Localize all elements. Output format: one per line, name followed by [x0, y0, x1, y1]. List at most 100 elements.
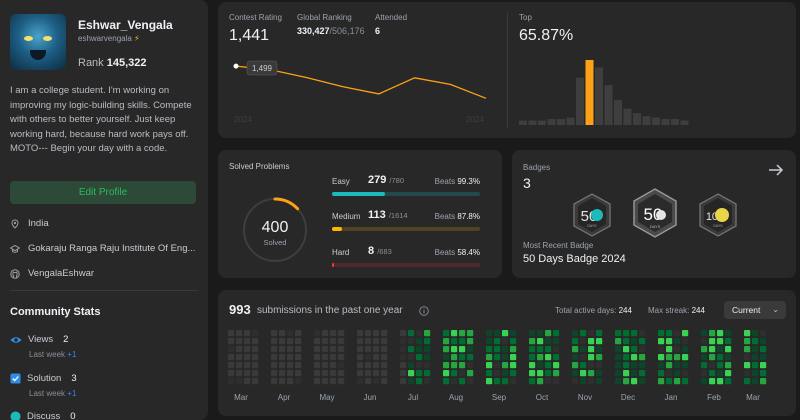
heatmap-cell[interactable] [365, 370, 372, 377]
heatmap-cell[interactable] [322, 378, 329, 385]
heatmap-cell[interactable] [596, 346, 603, 353]
heatmap-cell[interactable] [373, 338, 380, 345]
heatmap-cell[interactable] [400, 330, 407, 337]
heatmap-cell[interactable] [725, 330, 732, 337]
heatmap-cell[interactable] [228, 378, 235, 385]
heatmap-cell[interactable] [236, 378, 243, 385]
heatmap-cell[interactable] [701, 346, 708, 353]
heatmap-cell[interactable] [572, 362, 579, 369]
heatmap-cell[interactable] [228, 354, 235, 361]
heatmap-cell[interactable] [287, 354, 294, 361]
heatmap-cell[interactable] [674, 378, 681, 385]
heatmap-cell[interactable] [709, 354, 716, 361]
heatmap-cell[interactable] [725, 346, 732, 353]
heatmap-cell[interactable] [314, 370, 321, 377]
heatmap-cell[interactable] [615, 330, 622, 337]
heatmap-cell[interactable] [752, 370, 759, 377]
heatmap-cell[interactable] [760, 338, 767, 345]
heatmap-cell[interactable] [486, 362, 493, 369]
heatmap-cell[interactable] [537, 330, 544, 337]
heatmap-cell[interactable] [537, 362, 544, 369]
heatmap-cell[interactable] [357, 378, 364, 385]
heatmap-cell[interactable] [682, 378, 689, 385]
heatmap-cell[interactable] [674, 354, 681, 361]
heatmap-cell[interactable] [486, 370, 493, 377]
heatmap-cell[interactable] [400, 338, 407, 345]
badge-50-days-2024-a[interactable]: 50 DAYS [572, 193, 612, 237]
heatmap-cell[interactable] [400, 378, 407, 385]
heatmap-cell[interactable] [709, 362, 716, 369]
heatmap-cell[interactable] [443, 354, 450, 361]
heatmap-cell[interactable] [615, 338, 622, 345]
heatmap-cell[interactable] [373, 354, 380, 361]
heatmap-cell[interactable] [443, 338, 450, 345]
heatmap-cell[interactable] [666, 362, 673, 369]
heatmap-cell[interactable] [400, 370, 407, 377]
heatmap-cell[interactable] [572, 378, 579, 385]
heatmap-cell[interactable] [424, 354, 431, 361]
heatmap-cell[interactable] [314, 330, 321, 337]
heatmap-cell[interactable] [658, 346, 665, 353]
heatmap-cell[interactable] [365, 378, 372, 385]
heatmap-cell[interactable] [287, 370, 294, 377]
heatmap-cell[interactable] [631, 378, 638, 385]
heatmap-cell[interactable] [682, 370, 689, 377]
heatmap-cell[interactable] [314, 362, 321, 369]
heatmap-cell[interactable] [322, 330, 329, 337]
heatmap-cell[interactable] [529, 346, 536, 353]
heatmap-cell[interactable] [459, 338, 466, 345]
heatmap-cell[interactable] [717, 378, 724, 385]
heatmap-cell[interactable] [666, 354, 673, 361]
heatmap-cell[interactable] [615, 370, 622, 377]
heatmap-cell[interactable] [752, 330, 759, 337]
heatmap-cell[interactable] [408, 354, 415, 361]
heatmap-cell[interactable] [615, 362, 622, 369]
heatmap-cell[interactable] [228, 338, 235, 345]
heatmap-cell[interactable] [701, 370, 708, 377]
heatmap-cell[interactable] [760, 378, 767, 385]
heatmap-cell[interactable] [467, 378, 474, 385]
heatmap-cell[interactable] [553, 354, 560, 361]
heatmap-cell[interactable] [236, 370, 243, 377]
heatmap-cell[interactable] [373, 346, 380, 353]
heatmap-cell[interactable] [467, 354, 474, 361]
heatmap-cell[interactable] [451, 338, 458, 345]
heatmap-cell[interactable] [365, 330, 372, 337]
heatmap-cell[interactable] [408, 330, 415, 337]
heatmap-cell[interactable] [709, 346, 716, 353]
heatmap-cell[interactable] [623, 338, 630, 345]
heatmap-cell[interactable] [529, 370, 536, 377]
heatmap-cell[interactable] [623, 362, 630, 369]
heatmap-cell[interactable] [502, 362, 509, 369]
heatmap-cell[interactable] [537, 378, 544, 385]
heatmap-cell[interactable] [658, 378, 665, 385]
heatmap-cell[interactable] [330, 330, 337, 337]
heatmap-cell[interactable] [252, 330, 259, 337]
heatmap-cell[interactable] [580, 370, 587, 377]
heatmap-cell[interactable] [596, 362, 603, 369]
heatmap-cell[interactable] [228, 370, 235, 377]
heatmap-cell[interactable] [494, 330, 501, 337]
heatmap-cell[interactable] [424, 378, 431, 385]
heatmap-cell[interactable] [674, 346, 681, 353]
heatmap-cell[interactable] [631, 362, 638, 369]
heatmap-cell[interactable] [701, 362, 708, 369]
heatmap-cell[interactable] [545, 378, 552, 385]
heatmap-cell[interactable] [760, 354, 767, 361]
heatmap-cell[interactable] [381, 338, 388, 345]
submission-heatmap[interactable]: Mar Apr May Jun Jul Aug Sep Oct Nov Dec Jan Feb Mar [228, 330, 788, 414]
heatmap-cell[interactable] [674, 338, 681, 345]
heatmap-cell[interactable] [373, 370, 380, 377]
heatmap-cell[interactable] [451, 346, 458, 353]
heatmap-cell[interactable] [596, 354, 603, 361]
heatmap-cell[interactable] [451, 354, 458, 361]
heatmap-cell[interactable] [658, 370, 665, 377]
heatmap-cell[interactable] [725, 354, 732, 361]
heatmap-cell[interactable] [244, 330, 251, 337]
heatmap-cell[interactable] [451, 362, 458, 369]
heatmap-cell[interactable] [725, 338, 732, 345]
info-icon[interactable] [419, 306, 429, 316]
heatmap-cell[interactable] [322, 362, 329, 369]
heatmap-cell[interactable] [639, 362, 646, 369]
heatmap-cell[interactable] [357, 354, 364, 361]
